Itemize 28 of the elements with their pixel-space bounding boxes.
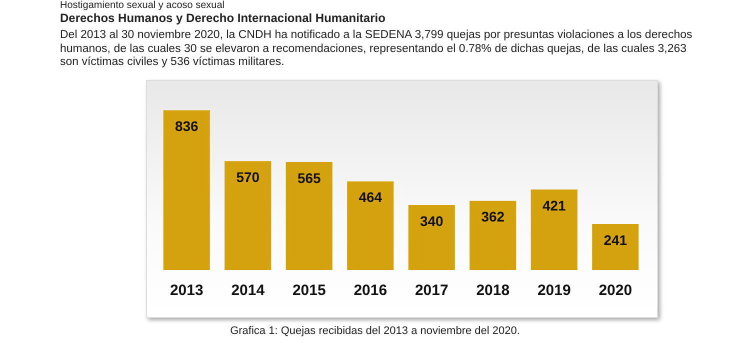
bar	[163, 110, 210, 270]
bar	[530, 190, 578, 270]
bar	[470, 200, 516, 270]
data-label: 362	[481, 208, 505, 225]
bar	[347, 181, 394, 270]
data-label: 464	[358, 189, 382, 206]
bar	[408, 205, 455, 270]
data-label: 340	[420, 212, 444, 229]
data-label: 836	[174, 118, 199, 134]
x-tick-label: 2019	[537, 282, 571, 300]
x-tick-label: 2020	[598, 282, 632, 300]
data-label: 421	[542, 197, 566, 214]
x-tick-label: 2013	[170, 282, 204, 300]
text: Hostigamiento sexual y acoso sexual	[60, 0, 225, 11]
data-label: 241	[604, 232, 628, 248]
bar	[286, 162, 332, 270]
x-tick-label: 2014	[231, 282, 266, 300]
data-label: 570	[236, 168, 260, 185]
x-tick-label: 2015	[292, 282, 326, 300]
bar	[224, 161, 272, 270]
x-tick-label: 2017	[414, 282, 448, 300]
x-tick-label: 2016	[354, 282, 388, 300]
text: Grafica 1: Quejas recibidas del 2013 a noviembre del 2020.	[229, 325, 521, 337]
data-label: 565	[297, 170, 322, 186]
bar	[592, 224, 639, 270]
x-tick-label: 2018	[476, 282, 510, 300]
chart-subtitle: Del 2013 al 30 noviembre 2020, la CNDH ha notificado a la SEDENA 3,799 quejas por presuntas violaciones a los derechos humanos, de las cuales 30 se elevaron a recomendaciones, representando el 0.78% de dichas quejas, de las cuales 3,263 son víctimas civiles y 536 víctimas militares.	[60, 29, 694, 70]
chart-title: Derechos Humanos y Derecho Internacional Humanitario	[60, 11, 386, 25]
